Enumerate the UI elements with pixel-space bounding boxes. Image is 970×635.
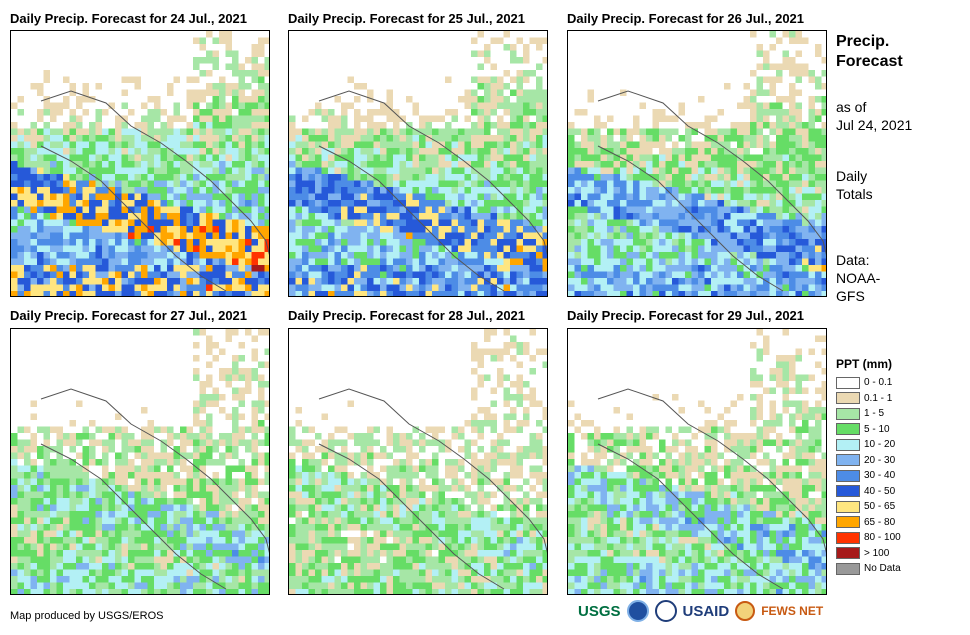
coastline-north	[597, 388, 826, 554]
as-of-line2: Jul 24, 2021	[836, 117, 913, 133]
legend-item: 40 - 50	[836, 485, 895, 498]
legend-item: 20 - 30	[836, 454, 895, 467]
legend-item: 30 - 40	[836, 469, 895, 482]
forecast-map-5	[288, 328, 548, 595]
panel-title-6: Daily Precip. Forecast for 29 Jul., 2021	[567, 308, 805, 323]
panel-title-4: Daily Precip. Forecast for 27 Jul., 2021	[10, 308, 248, 323]
legend-label: 65 - 80	[864, 516, 896, 528]
coastline-south	[597, 443, 784, 590]
legend-item: 5 - 10	[836, 423, 890, 436]
legend-item: 0.1 - 1	[836, 392, 892, 405]
precip-field	[289, 31, 547, 296]
daily-totals: Daily Totals	[836, 167, 873, 203]
data-source-line2: NOAA-	[836, 270, 881, 286]
coastline-south	[40, 145, 227, 292]
legend-label: 0.1 - 1	[864, 392, 893, 404]
side-title-line1: Precip.	[836, 33, 890, 50]
map-credit: Map produced by USGS/EROS	[10, 610, 164, 622]
fewsnet-globe-icon	[735, 601, 756, 621]
side-title-line2: Forecast	[836, 53, 903, 70]
legend-swatch	[836, 438, 860, 451]
coastline-north	[318, 388, 547, 554]
data-source-line3: GFS	[836, 288, 865, 304]
precip-field	[11, 329, 269, 594]
coastline-south	[318, 145, 505, 292]
precip-field	[11, 31, 269, 296]
precip-field	[289, 329, 547, 594]
legend-item: 50 - 65	[836, 500, 895, 513]
usaid-logo: USAID	[682, 602, 730, 620]
legend-swatch	[836, 500, 860, 513]
legend-label: 10 - 20	[864, 439, 896, 450]
forecast-map-2	[288, 30, 548, 297]
coastline-north	[40, 388, 269, 554]
legend-item: > 100	[836, 547, 889, 560]
legend-title: PPT (mm)	[836, 357, 893, 371]
noaa-logo-icon	[626, 600, 649, 622]
forecast-map-3	[567, 30, 827, 297]
forecast-map-4	[10, 328, 270, 595]
as-of: as of Jul 24, 2021	[836, 98, 912, 134]
legend-swatch	[836, 531, 860, 544]
legend-swatch	[836, 469, 860, 482]
legend-label: > 100	[864, 547, 890, 559]
legend-label: 0 - 0.1	[864, 377, 893, 388]
legend-item: 1 - 5	[836, 407, 884, 420]
precip-field	[568, 329, 826, 594]
daily-totals-line2: Totals	[836, 186, 873, 202]
legend-swatch	[836, 547, 860, 559]
as-of-line1: as of	[836, 99, 867, 115]
data-source: Data: NOAA- GFS	[836, 251, 880, 305]
coastline-south	[40, 443, 227, 590]
forecast-map-1	[10, 30, 270, 297]
data-source-line1: Data:	[836, 252, 870, 268]
legend-swatch	[836, 485, 860, 497]
coastline-south	[597, 145, 784, 292]
legend-item: 65 - 80	[836, 516, 895, 529]
legend-swatch	[836, 562, 860, 575]
legend-label: 1 - 5	[864, 408, 885, 419]
legend-swatch	[836, 376, 860, 389]
legend-label: 5 - 10	[864, 423, 890, 435]
forecast-map-6	[567, 328, 827, 595]
legend-item: 10 - 20	[836, 438, 895, 451]
legend-item: 80 - 100	[836, 531, 901, 544]
legend-swatch	[836, 392, 860, 404]
legend-item: 0 - 0.1	[836, 376, 892, 389]
legend-swatch	[836, 454, 860, 466]
legend-label: 40 - 50	[864, 485, 896, 497]
legend-label: 30 - 40	[864, 470, 896, 481]
panel-title-2: Daily Precip. Forecast for 25 Jul., 2021	[288, 11, 526, 26]
logo-strip: USGS USAID FEWS NET	[578, 600, 823, 622]
coastline-south	[318, 443, 505, 590]
legend-label: 20 - 30	[864, 454, 896, 466]
precip-field	[568, 31, 826, 296]
legend-label: No Data	[864, 563, 901, 574]
coastline-north	[40, 90, 269, 256]
legend-item: No Data	[836, 562, 901, 575]
coastline-north	[318, 90, 547, 256]
legend-swatch	[836, 407, 860, 420]
panel-title-1: Daily Precip. Forecast for 24 Jul., 2021	[10, 11, 248, 26]
daily-totals-line1: Daily	[836, 168, 868, 184]
panel-title-3: Daily Precip. Forecast for 26 Jul., 2021	[567, 11, 805, 26]
legend-label: 80 - 100	[864, 532, 901, 543]
legend-label: 50 - 65	[864, 501, 896, 512]
fewsnet-logo: FEWS NET	[761, 604, 824, 618]
usgs-logo: USGS	[578, 602, 621, 620]
panel-title-5: Daily Precip. Forecast for 28 Jul., 2021	[288, 308, 526, 323]
side-info: Precip. Forecast	[836, 32, 903, 72]
coastline-north	[597, 90, 826, 256]
usaid-seal-icon	[654, 600, 677, 622]
legend-swatch	[836, 423, 860, 435]
legend-swatch	[836, 516, 860, 528]
